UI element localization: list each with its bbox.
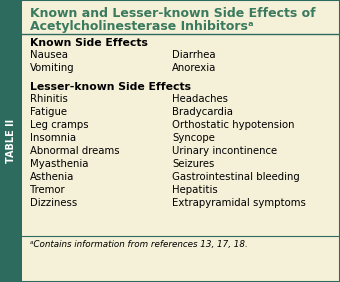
- Text: Urinary incontinence: Urinary incontinence: [172, 146, 277, 156]
- Text: Vomiting: Vomiting: [30, 63, 74, 73]
- Text: Syncope: Syncope: [172, 133, 215, 143]
- Text: Gastrointestinal bleeding: Gastrointestinal bleeding: [172, 172, 300, 182]
- Text: Acetylcholinesterase Inhibitorsᵃ: Acetylcholinesterase Inhibitorsᵃ: [30, 20, 254, 33]
- Text: Leg cramps: Leg cramps: [30, 120, 89, 130]
- Text: Myasthenia: Myasthenia: [30, 159, 88, 169]
- Text: Tremor: Tremor: [30, 185, 65, 195]
- Text: Bradycardia: Bradycardia: [172, 107, 233, 117]
- Text: Known and Lesser-known Side Effects of: Known and Lesser-known Side Effects of: [30, 7, 316, 20]
- Text: Lesser-known Side Effects: Lesser-known Side Effects: [30, 82, 191, 92]
- Text: Orthostatic hypotension: Orthostatic hypotension: [172, 120, 294, 130]
- Text: Extrapyramidal symptoms: Extrapyramidal symptoms: [172, 198, 306, 208]
- Text: ᵃContains information from references 13, 17, 18.: ᵃContains information from references 13…: [30, 240, 248, 249]
- Text: Nausea: Nausea: [30, 50, 68, 60]
- Text: Headaches: Headaches: [172, 94, 228, 104]
- Text: Anorexia: Anorexia: [172, 63, 216, 73]
- Text: TABLE II: TABLE II: [6, 119, 16, 163]
- Text: Insomnia: Insomnia: [30, 133, 76, 143]
- Text: Seizures: Seizures: [172, 159, 215, 169]
- Text: Diarrhea: Diarrhea: [172, 50, 216, 60]
- Text: Rhinitis: Rhinitis: [30, 94, 68, 104]
- Text: Abnormal dreams: Abnormal dreams: [30, 146, 120, 156]
- Text: Dizziness: Dizziness: [30, 198, 77, 208]
- Text: Fatigue: Fatigue: [30, 107, 67, 117]
- Text: Known Side Effects: Known Side Effects: [30, 38, 148, 48]
- Text: Asthenia: Asthenia: [30, 172, 74, 182]
- Text: Hepatitis: Hepatitis: [172, 185, 218, 195]
- FancyBboxPatch shape: [0, 0, 22, 282]
